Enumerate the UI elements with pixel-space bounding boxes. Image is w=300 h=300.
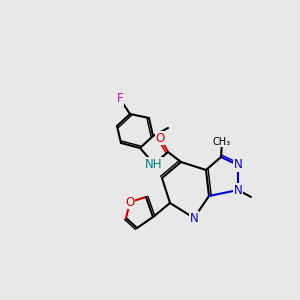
Text: N: N	[234, 158, 242, 172]
Text: F: F	[117, 92, 123, 106]
Text: O: O	[155, 131, 165, 145]
Text: N: N	[234, 184, 242, 196]
Text: O: O	[125, 196, 135, 208]
Text: N: N	[190, 212, 198, 224]
Text: NH: NH	[145, 158, 163, 170]
Text: CH₃: CH₃	[213, 137, 231, 147]
